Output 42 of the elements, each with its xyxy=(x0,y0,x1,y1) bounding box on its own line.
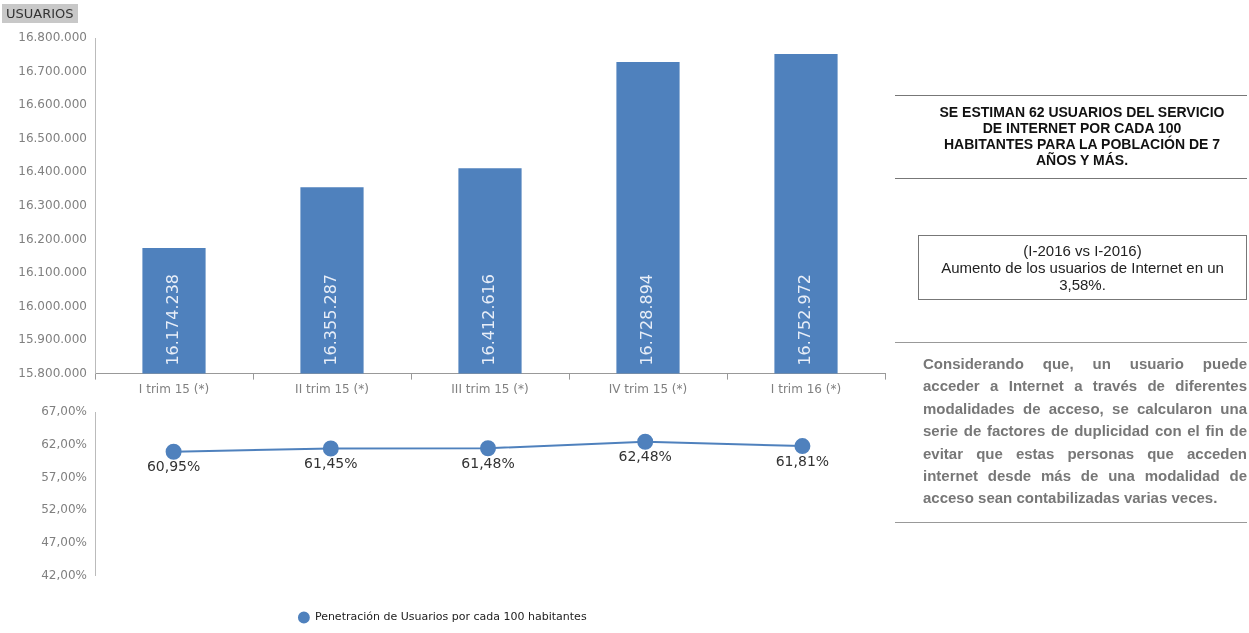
y-axis-title: USUARIOS xyxy=(2,4,78,23)
data-label: 16.728.894 xyxy=(637,273,657,366)
x-tick-label: III trim 15 (*) xyxy=(451,381,529,396)
point xyxy=(480,440,496,457)
x-tick-label: IV trim 15 (*) xyxy=(608,381,688,396)
point xyxy=(637,433,654,450)
data-label: 16.752.972 xyxy=(795,273,815,366)
y-tick-label: 52,00% xyxy=(41,502,87,517)
data-label: 61,48% xyxy=(461,454,515,471)
y-tick-label: 47,00% xyxy=(41,535,87,550)
text: (I-2016 vs I-2016) Aumento de los usuarios de Internet en un 3,58%. xyxy=(918,235,1247,300)
data-label: 61,45% xyxy=(304,455,358,472)
y-tick-label: 62,00% xyxy=(41,437,87,452)
data-label: 61,81% xyxy=(775,452,830,469)
data-label: 16.412.616 xyxy=(479,273,499,366)
data-label: 60,95% xyxy=(146,458,201,475)
y-tick-label: 67,00% xyxy=(41,404,87,419)
text: SE ESTIMAN 62 USUARIOS DEL SERVICIO DE INTERNET POR CADA 100 HABITANTES PARA LA POBLACIÓN DE 7 AÑOS Y MÁS. xyxy=(895,95,1247,179)
data-label: 62,48% xyxy=(618,448,672,465)
y-tick-label: 16.200.000 xyxy=(18,231,87,246)
y-tick-label: 16.000.000 xyxy=(18,298,87,313)
y-tick-label: 16.500.000 xyxy=(18,130,87,145)
text: Considerando que, un usuario puede acceder a Internet a través de diferentes modalidades de acceso, se calcularon una serie de factores de duplicidad con el fin de evitar que estas personas que acceden internet desde más de una modalidad de acceso sean contabilizadas varias veces. xyxy=(895,342,1247,523)
legend-label: Penetración de Usuarios por cada 100 habitantes xyxy=(314,610,587,624)
y-tick-label: 15.900.000 xyxy=(18,332,87,347)
y-tick-label: 16.600.000 xyxy=(18,97,87,112)
x-tick-label: II trim 15 (*) xyxy=(295,381,369,396)
y-tick-label: 42,00% xyxy=(41,567,87,582)
y-tick-label: 16.100.000 xyxy=(18,265,87,280)
y-tick-label: 16.300.000 xyxy=(18,198,87,213)
x-tick-label: I trim 16 (*) xyxy=(770,381,842,396)
point xyxy=(165,443,182,460)
y-tick-label: 16.800.000 xyxy=(18,30,87,45)
y-tick-label: 15.800.000 xyxy=(18,365,87,380)
y-tick-label: 57,00% xyxy=(41,469,87,484)
data-label: 16.174.238 xyxy=(163,273,183,366)
point xyxy=(322,440,339,457)
y-tick-label: 16.700.000 xyxy=(18,63,87,78)
data-label: 16.355.287 xyxy=(321,273,341,366)
point xyxy=(794,438,811,455)
y-tick-label: 16.400.000 xyxy=(18,164,87,179)
x-tick-label: I trim 15 (*) xyxy=(138,381,210,396)
